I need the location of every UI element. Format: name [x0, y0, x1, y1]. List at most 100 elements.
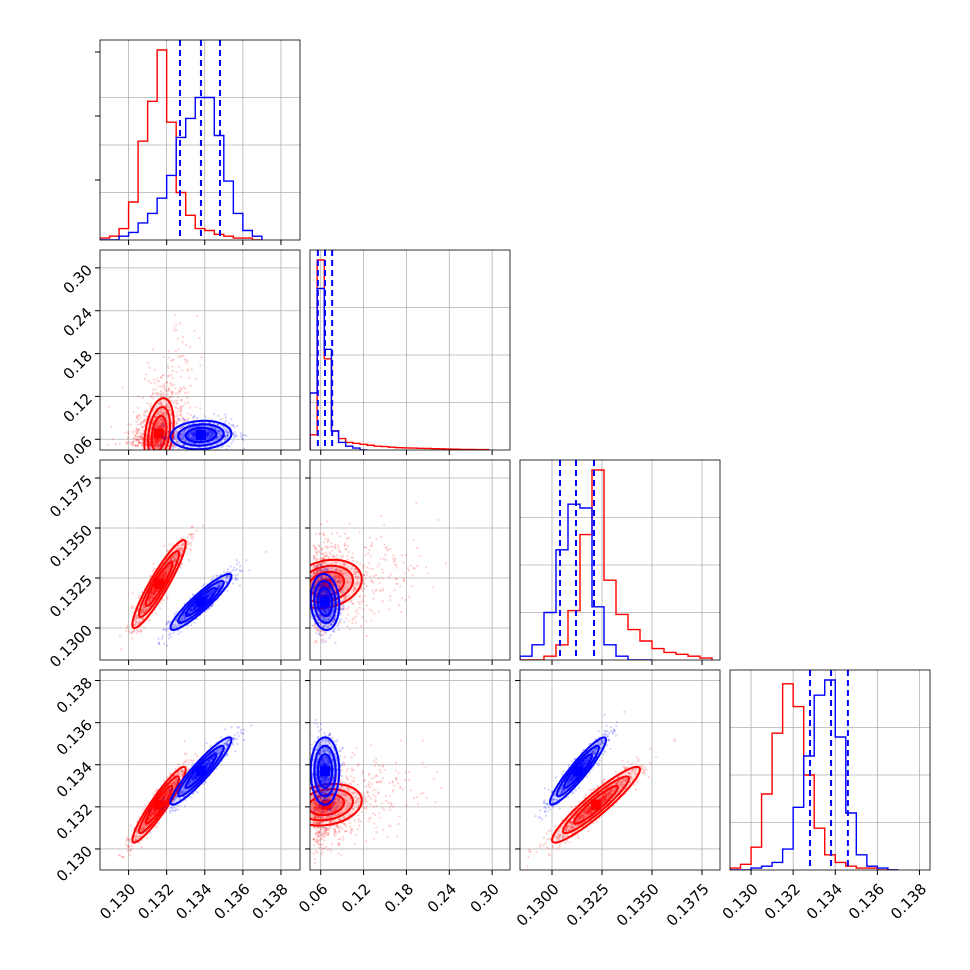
- scatter-point: [189, 426, 192, 430]
- scatter-point: [142, 433, 145, 436]
- scatter-point: [209, 435, 212, 438]
- scatter-point: [139, 416, 142, 419]
- scatter-point: [336, 544, 339, 547]
- scatter-point: [148, 596, 152, 599]
- scatter-point: [143, 605, 146, 608]
- scatter-point: [323, 612, 326, 615]
- scatter-point: [174, 559, 177, 562]
- scatter-point: [361, 589, 365, 592]
- scatter-point: [236, 424, 239, 428]
- scatter-point: [182, 437, 185, 440]
- scatter-point: [400, 611, 403, 614]
- scatter-point: [135, 621, 138, 624]
- scatter-point: [416, 564, 419, 568]
- scatter-point: [190, 432, 194, 435]
- scatter-point: [142, 414, 146, 417]
- scatter-point: [168, 406, 171, 409]
- scatter-point: [136, 432, 139, 435]
- scatter-point: [163, 413, 166, 416]
- scatter-point: [161, 374, 164, 377]
- scatter-point: [372, 581, 375, 584]
- scatter-point: [192, 593, 195, 596]
- scatter-point: [354, 610, 357, 613]
- scatter-point: [324, 631, 328, 634]
- scatter-point: [137, 443, 140, 446]
- scatter-point: [162, 571, 166, 574]
- scatter-point: [226, 431, 230, 435]
- scatter-point: [318, 532, 321, 535]
- scatter-point: [187, 440, 190, 443]
- scatter-point: [140, 611, 143, 614]
- scatter-point: [173, 559, 176, 562]
- scatter-point: [170, 393, 174, 396]
- scatter-point: [131, 630, 134, 633]
- scatter-point: [177, 544, 180, 548]
- scatter-point: [220, 573, 223, 576]
- scatter-point: [167, 567, 170, 570]
- scatter-point: [208, 421, 211, 424]
- scatter-point: [159, 444, 162, 447]
- scatter-point: [381, 599, 384, 603]
- scatter-point: [355, 560, 358, 564]
- scatter-point: [191, 435, 194, 438]
- scatter-point: [177, 365, 181, 368]
- scatter-point: [360, 600, 363, 603]
- scatter-point: [336, 554, 339, 557]
- scatter-point: [173, 556, 177, 560]
- scatter-point: [212, 590, 215, 593]
- y-tick-label: 0.1375: [46, 471, 96, 521]
- scatter-point: [157, 642, 161, 646]
- scatter-point: [153, 443, 156, 447]
- scatter-point: [169, 443, 172, 447]
- scatter-point: [320, 552, 323, 556]
- scatter-point: [162, 599, 165, 602]
- scatter-point: [208, 429, 211, 432]
- scatter-point: [175, 619, 178, 622]
- panel-content: [100, 40, 263, 240]
- scatter-point: [142, 609, 145, 612]
- scatter-point: [136, 629, 140, 633]
- scatter-point: [164, 568, 167, 571]
- scatter-point: [149, 441, 152, 445]
- scatter-point: [359, 562, 362, 566]
- scatter-point: [139, 620, 142, 623]
- scatter-point: [187, 368, 190, 371]
- scatter-point: [320, 556, 323, 560]
- scatter-point: [233, 430, 236, 434]
- scatter-point: [186, 396, 189, 399]
- scatter-point: [364, 570, 367, 573]
- scatter-point: [193, 437, 197, 440]
- scatter-point: [148, 443, 152, 447]
- scatter-point: [315, 628, 318, 632]
- scatter-point: [208, 433, 212, 437]
- scatter-point: [190, 609, 194, 612]
- scatter-point: [403, 572, 406, 575]
- scatter-point: [154, 388, 157, 391]
- scatter-point: [358, 602, 362, 605]
- scatter-point: [210, 592, 214, 595]
- scatter-point: [335, 568, 338, 572]
- scatter-point: [166, 405, 169, 409]
- scatter-point: [153, 567, 156, 570]
- scatter-point: [134, 619, 138, 622]
- scatter-point: [190, 609, 194, 612]
- scatter-point: [141, 442, 144, 445]
- scatter-point: [141, 591, 144, 594]
- scatter-point: [144, 606, 148, 610]
- scatter-point: [239, 434, 242, 438]
- scatter-point: [356, 612, 359, 615]
- scatter-point: [343, 544, 346, 547]
- scatter-point: [365, 604, 368, 607]
- scatter-point: [217, 431, 220, 434]
- scatter-point: [136, 429, 139, 432]
- scatter-point: [354, 587, 357, 590]
- scatter-point: [331, 549, 334, 552]
- scatter-point: [427, 572, 430, 575]
- scatter-point: [170, 390, 173, 393]
- scatter-point: [380, 536, 383, 539]
- scatter-point: [181, 444, 185, 447]
- scatter-point: [174, 406, 177, 409]
- scatter-point: [344, 544, 347, 547]
- scatter-point: [341, 591, 344, 594]
- scatter-point: [151, 393, 155, 396]
